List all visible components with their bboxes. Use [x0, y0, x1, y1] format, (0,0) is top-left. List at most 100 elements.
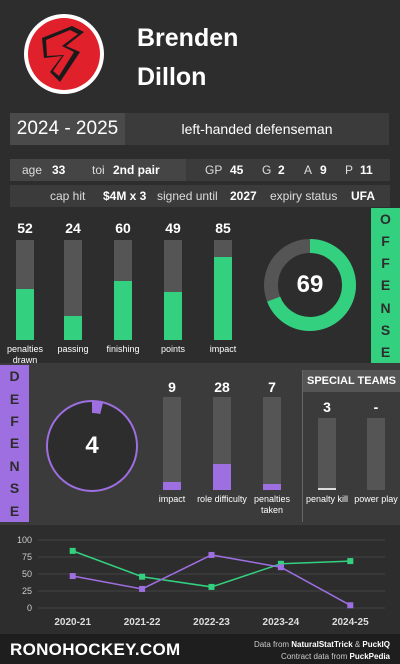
series-point-1	[70, 548, 76, 554]
special-teams-bar-label: power play	[346, 494, 400, 505]
toi-label: toi	[92, 163, 105, 177]
x-tick-label: 2022-23	[193, 617, 230, 628]
series-point-1	[139, 574, 145, 580]
offense-bar-value: 60	[103, 220, 143, 236]
y-tick-label: 75	[22, 552, 32, 562]
bio-row: age 33 toi 2nd pair GP 45 G 2 A 9 P 11	[10, 159, 390, 181]
offense-bar-fill	[164, 292, 182, 340]
p-value: 11	[360, 163, 373, 177]
offense-title-letter: S	[381, 322, 390, 338]
series-point-2	[278, 564, 284, 570]
puckiq-link[interactable]: PuckIQ	[362, 640, 390, 649]
signed-value: 2027	[230, 189, 257, 203]
offense-title-letter: E	[381, 344, 390, 360]
contract-source: Contract data from PuckPedia	[281, 652, 390, 661]
player-last-name: Dillon	[137, 63, 206, 92]
y-tick-label: 25	[22, 586, 32, 596]
expiry-value: UFA	[351, 189, 375, 203]
special-teams-bar-fill	[318, 488, 336, 490]
offense-score-ring: 69	[262, 237, 358, 333]
defense-title-letter: S	[10, 480, 19, 496]
y-tick-label: 50	[22, 569, 32, 579]
offense-bar-value: 24	[53, 220, 93, 236]
data-source: Data from NaturalStatTrick & PuckIQ	[254, 640, 390, 649]
y-tick-label: 100	[17, 535, 32, 545]
season: 2024 - 2025	[10, 113, 125, 145]
defense-bar-track	[213, 397, 231, 490]
p-label: P	[345, 163, 353, 177]
expiry-label: expiry status	[270, 189, 337, 203]
defense-bar-fill	[263, 484, 281, 491]
defense-title-letter: E	[10, 435, 19, 451]
age-label: age	[22, 163, 42, 177]
defense-bar-value: 9	[152, 379, 192, 395]
special-teams-bar-track	[367, 418, 385, 490]
gp-label: GP	[205, 163, 222, 177]
defense-bar-fill	[213, 464, 231, 490]
a-label: A	[304, 163, 312, 177]
x-tick-label: 2021-22	[124, 617, 161, 628]
g-label: G	[262, 163, 271, 177]
toi-value: 2nd pair	[113, 163, 160, 177]
offense-title-letter: E	[381, 277, 390, 293]
cap-value: $4M x 3	[103, 189, 146, 203]
defense-score-ring: 4	[44, 398, 140, 494]
special-teams-bar-track	[318, 418, 336, 490]
defense-score: 4	[44, 398, 140, 494]
defense-bar-fill	[163, 482, 181, 490]
defense-title-letter: N	[9, 458, 19, 474]
defense-bar-value: 28	[202, 379, 242, 395]
age-value: 33	[52, 163, 65, 177]
series-point-2	[70, 573, 76, 579]
series-point-2	[139, 586, 145, 592]
offense-bar-label: impact	[193, 344, 253, 355]
a-value: 9	[320, 163, 327, 177]
offense-bar-fill	[214, 257, 232, 340]
series-point-1	[347, 558, 353, 564]
defense-bar-value: 7	[252, 379, 292, 395]
series-point-2	[209, 552, 215, 558]
y-tick-label: 0	[27, 603, 32, 613]
series-point-1	[209, 584, 215, 590]
defense-bar-label: penalties taken	[242, 494, 302, 516]
offense-title-letter: F	[381, 255, 390, 271]
defense-title-letter: F	[10, 413, 19, 429]
defense-title-letter: D	[9, 368, 19, 384]
offense-bar-track	[16, 240, 34, 340]
offense-title-letter: F	[381, 233, 390, 249]
offense-bar-value: 52	[5, 220, 45, 236]
offense-bar-track	[64, 240, 82, 340]
defense-title-letter: E	[10, 503, 19, 519]
naturalstattrick-link[interactable]: NaturalStatTrick	[291, 640, 352, 649]
offense-title-letter: N	[380, 300, 390, 316]
signed-label: signed until	[157, 189, 218, 203]
player-first-name: Brenden	[137, 24, 238, 53]
offense-bar-value: 49	[153, 220, 193, 236]
series-point-2	[347, 602, 353, 608]
offense-bar-fill	[16, 289, 34, 340]
site-logo[interactable]: RONOHOCKEY.COM	[10, 640, 180, 660]
cap-label: cap hit	[50, 189, 85, 203]
defense-bar-track	[163, 397, 181, 490]
history-line-chart: 100 75 50 25 0 2020-21 2021-22 2022-23 2023-24 20…	[0, 530, 400, 635]
special-teams-bar-value: -	[356, 399, 396, 415]
offense-bar-fill	[114, 281, 132, 340]
contract-row: cap hit $4M x 3 signed until 2027 expiry…	[10, 185, 390, 207]
defense-bar-track	[263, 397, 281, 490]
position: left-handed defenseman	[125, 113, 389, 145]
x-tick-label: 2020-21	[54, 617, 91, 628]
special-teams-title: SPECIAL TEAMS	[303, 370, 400, 392]
offense-bar-track	[214, 240, 232, 340]
offense-bar-fill	[64, 316, 82, 340]
offense-title-letter: O	[380, 211, 391, 227]
puckpedia-link[interactable]: PuckPedia	[350, 652, 390, 661]
offense-bar-track	[164, 240, 182, 340]
team-logo	[22, 10, 107, 98]
defense-title-letter: E	[10, 391, 19, 407]
gp-value: 45	[230, 163, 243, 177]
offense-bar-value: 85	[203, 220, 243, 236]
offense-bar-track	[114, 240, 132, 340]
x-tick-label: 2024-25	[332, 617, 369, 628]
